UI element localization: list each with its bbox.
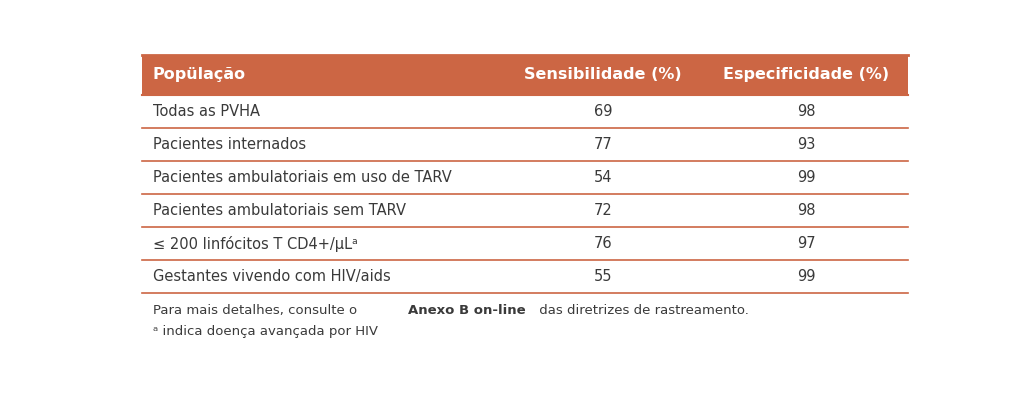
Text: 77: 77: [594, 137, 612, 152]
Text: das diretrizes de rastreamento.: das diretrizes de rastreamento.: [536, 304, 750, 317]
Text: ᵃ indica doença avançada por HIV: ᵃ indica doença avançada por HIV: [153, 326, 378, 339]
Text: ≤ 200 linfócitos T CD4+/μLᵃ: ≤ 200 linfócitos T CD4+/μLᵃ: [153, 236, 357, 252]
Text: Especificidade (%): Especificidade (%): [723, 67, 889, 82]
Text: 55: 55: [594, 269, 612, 284]
Text: Pacientes ambulatoriais em uso de TARV: Pacientes ambulatoriais em uso de TARV: [153, 170, 452, 185]
Text: 97: 97: [797, 236, 815, 251]
Text: Pacientes ambulatoriais sem TARV: Pacientes ambulatoriais sem TARV: [153, 203, 406, 218]
Text: 99: 99: [797, 269, 815, 284]
Text: Todas as PVHA: Todas as PVHA: [153, 104, 260, 119]
Text: 93: 93: [797, 137, 815, 152]
Text: 72: 72: [594, 203, 612, 218]
Text: 76: 76: [594, 236, 612, 251]
Text: Sensibilidade (%): Sensibilidade (%): [524, 67, 682, 82]
Text: Pacientes internados: Pacientes internados: [153, 137, 306, 152]
Text: 69: 69: [594, 104, 612, 119]
Text: Para mais detalhes, consulte o: Para mais detalhes, consulte o: [153, 304, 361, 317]
Text: 98: 98: [797, 104, 815, 119]
Text: Popülação: Popülação: [153, 67, 246, 82]
Text: 98: 98: [797, 203, 815, 218]
Text: 54: 54: [594, 170, 612, 185]
Text: 99: 99: [797, 170, 815, 185]
Text: Gestantes vivendo com HIV/aids: Gestantes vivendo com HIV/aids: [153, 269, 390, 284]
Text: Anexo B on-line: Anexo B on-line: [408, 304, 525, 317]
